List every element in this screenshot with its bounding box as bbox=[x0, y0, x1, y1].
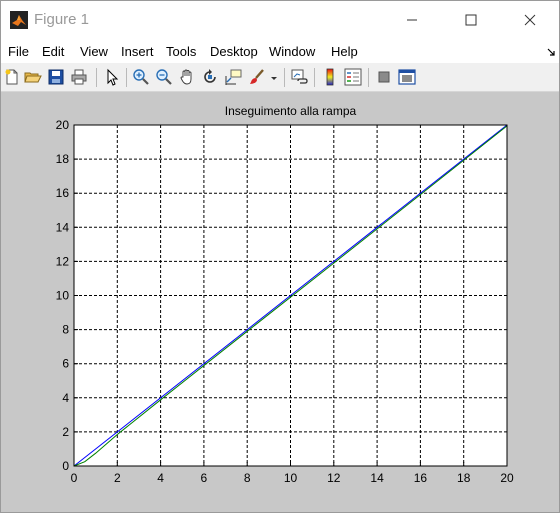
toolbar-separator bbox=[284, 68, 285, 87]
zoom-out-icon[interactable] bbox=[155, 68, 173, 86]
x-tick-label: 6 bbox=[201, 471, 208, 485]
toolbar-separator bbox=[368, 68, 369, 87]
series-line-2 bbox=[73, 125, 508, 467]
grid-lines bbox=[74, 125, 507, 466]
x-tick-label: 12 bbox=[327, 471, 341, 485]
menu-bar: File Edit View Insert Tools Desktop Wind… bbox=[1, 39, 559, 63]
y-tick-label: 0 bbox=[62, 459, 69, 473]
menu-edit[interactable]: Edit bbox=[42, 44, 65, 59]
plot-lines bbox=[73, 124, 508, 467]
window-title: Figure 1 bbox=[34, 11, 90, 28]
legend-icon[interactable] bbox=[344, 68, 362, 86]
x-tick-label: 4 bbox=[157, 471, 164, 485]
toolbar-separator bbox=[126, 68, 127, 87]
rotate-icon[interactable] bbox=[201, 68, 219, 86]
y-tick-label: 12 bbox=[56, 254, 70, 268]
floppy-disk-icon[interactable] bbox=[47, 68, 65, 86]
brush-dropdown-icon[interactable] bbox=[269, 68, 279, 86]
dock-arrow-icon[interactable] bbox=[546, 47, 556, 57]
maximize-icon bbox=[465, 14, 477, 26]
arrow-pointer-icon[interactable] bbox=[103, 68, 121, 86]
toolbar-separator bbox=[96, 68, 97, 87]
x-tick-label: 10 bbox=[284, 471, 298, 485]
x-tick-label: 8 bbox=[244, 471, 251, 485]
series-line-1 bbox=[73, 124, 508, 467]
maximize-button[interactable] bbox=[448, 1, 494, 39]
y-tick-label: 6 bbox=[62, 357, 69, 371]
menu-window[interactable]: Window bbox=[269, 44, 316, 59]
menu-tools[interactable]: Tools bbox=[166, 44, 197, 59]
x-tick-label: 2 bbox=[114, 471, 121, 485]
show-tools-icon[interactable] bbox=[398, 68, 416, 86]
close-icon bbox=[524, 14, 536, 26]
y-tick-label: 20 bbox=[56, 118, 70, 132]
minimize-button[interactable] bbox=[389, 1, 435, 39]
menu-insert[interactable]: Insert bbox=[121, 44, 154, 59]
y-tick-label: 14 bbox=[56, 220, 70, 234]
x-tick-label: 16 bbox=[414, 471, 428, 485]
menu-help[interactable]: Help bbox=[331, 44, 358, 59]
y-tick-label: 10 bbox=[56, 289, 70, 303]
chart-title: Inseguimento alla rampa bbox=[225, 104, 357, 118]
y-tick-label: 4 bbox=[62, 391, 69, 405]
hide-tools-icon[interactable] bbox=[375, 68, 393, 86]
zoom-in-icon[interactable] bbox=[132, 68, 150, 86]
menu-view[interactable]: View bbox=[80, 44, 108, 59]
matlab-logo-icon bbox=[10, 11, 28, 29]
title-bar: Figure 1 bbox=[1, 1, 559, 39]
menu-desktop[interactable]: Desktop bbox=[210, 44, 258, 59]
y-tick-label: 8 bbox=[62, 323, 69, 337]
minimize-icon bbox=[407, 19, 417, 21]
new-file-icon[interactable] bbox=[3, 68, 21, 86]
colorbar-icon[interactable] bbox=[321, 68, 339, 86]
toolbar-separator bbox=[314, 68, 315, 87]
hand-icon[interactable] bbox=[178, 68, 196, 86]
brush-icon[interactable] bbox=[247, 68, 265, 86]
printer-icon[interactable] bbox=[70, 68, 88, 86]
link-plot-icon[interactable] bbox=[290, 68, 308, 86]
close-button[interactable] bbox=[507, 1, 553, 39]
axis-ticks: 0 2 4 6 8 10 12 14 16 18 20 0 2 4 6 8 10 12 14 16 18 20 bbox=[56, 118, 514, 485]
data-cursor-icon[interactable] bbox=[224, 68, 242, 86]
x-tick-label: 0 bbox=[71, 471, 78, 485]
x-tick-label: 20 bbox=[500, 471, 514, 485]
figure-canvas: Inseguimento alla rampa 0 2 4 6 8 10 12 14 16 18 2… bbox=[56, 104, 514, 485]
menu-file[interactable]: File bbox=[8, 44, 29, 59]
figure-toolbar bbox=[1, 63, 559, 92]
x-tick-label: 18 bbox=[457, 471, 471, 485]
folder-open-icon[interactable] bbox=[24, 68, 42, 86]
y-tick-label: 18 bbox=[56, 152, 70, 166]
y-tick-label: 16 bbox=[56, 186, 70, 200]
x-tick-label: 14 bbox=[370, 471, 384, 485]
y-tick-label: 2 bbox=[62, 425, 69, 439]
